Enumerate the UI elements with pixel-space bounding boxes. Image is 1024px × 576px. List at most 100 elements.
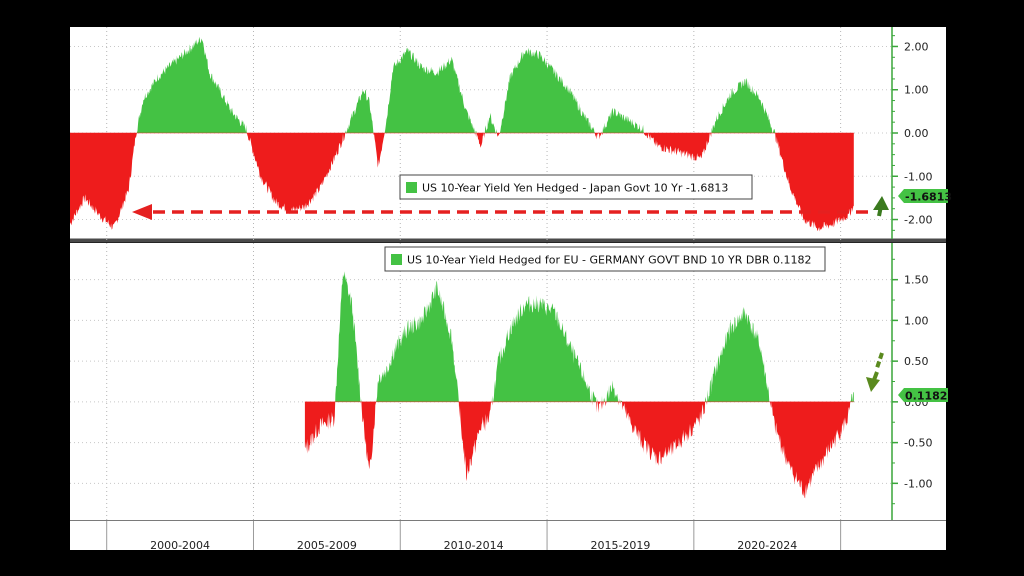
bottom-positive-area [850,400,851,402]
bottom-positive-area [705,396,707,402]
top-legend-box [399,174,753,200]
bottom-negative-area [602,401,603,410]
top-positive-area [475,130,477,133]
top-negative-area [474,133,476,136]
x-tick-label: 2010-2014 [444,539,504,552]
top-positive-area [711,78,773,133]
down-arrow-shaft [875,352,884,369]
y-tick-label: -1.00 [904,477,932,490]
top-negative-area [70,133,137,230]
bottom-positive-area [493,295,592,402]
bottom-positive-area [335,271,361,402]
bottom-last-value-badge: 0.1182 [898,388,948,403]
top-negative-area [710,133,712,137]
y-tick-label: 1.00 [904,84,929,97]
bottom-positive-area [591,390,593,402]
bottom-negative-area [600,401,602,410]
bottom-negative-area [769,401,771,408]
x-tick-label: 2020-2024 [737,539,797,552]
bottom-negative-area [597,401,601,413]
top-positive-area [772,128,776,133]
top-last-value-badge: -1.6813 [898,189,952,204]
bottom-negative-area [492,401,494,406]
area-layer [70,36,854,499]
bottom-positive-area [602,398,604,402]
y-tick-label: 1.00 [904,314,929,327]
top-legend-text: US 10-Year Yield Yen Hedged - Japan Govt… [422,182,728,195]
bottom-positive-area [360,399,362,402]
bottom-positive-area [850,393,853,402]
x-tick-label: 2000-2004 [150,539,210,552]
bottom-negative-area [706,401,708,405]
top-negative-area [643,133,649,139]
bottom-negative-area [596,401,598,413]
top-negative-area [775,133,854,232]
dashed-arrow-head [132,204,152,220]
bottom-positive-area [852,392,854,402]
up-arrow-head [873,196,889,210]
down-arrow-shaft-end [872,371,879,381]
bottom-positive-area [604,397,606,402]
bottom-negative-area [605,401,607,407]
top-positive-area [346,89,374,133]
bottom-negative-area [619,401,621,404]
bottom-legend: US 10-Year Yield Hedged for EU - GERMANY… [384,246,826,272]
top-up-arrow [873,196,889,217]
bottom-negative-area [603,401,605,406]
bottom-legend-text: US 10-Year Yield Hedged for EU - GERMANY… [407,254,812,267]
y-tick-label: 0.50 [904,355,929,368]
bottom-legend-swatch [391,254,402,265]
top-positive-area [136,36,247,134]
bottom-negative-area [771,401,851,499]
top-positive-area [601,131,602,133]
top-negative-area [476,133,484,148]
top-positive-area [345,130,347,133]
x-tick-label: 2015-2019 [590,539,650,552]
y-tick-label: 1.50 [904,274,929,287]
top-negative-area [594,133,602,140]
bottom-negative-area [304,401,336,454]
bottom-positive-area [592,391,597,402]
x-tick-label: 2005-2009 [297,539,357,552]
top-positive-area [499,47,595,134]
bottom-positive-area [606,380,619,402]
top-negative-area [648,133,710,162]
top-negative-area [496,133,500,137]
top-positive-area [384,47,475,133]
grid-layer [70,27,892,520]
bottom-positive-area [376,280,459,402]
top-negative-area [373,133,385,168]
axis-layer: 2000-2004 2005-2009 2010-2014 2015-2019 2020… [70,27,946,552]
top-dashed-arrow [132,204,868,220]
top-positive-area [602,107,644,133]
bottom-positive-area [601,395,603,402]
top-badge-shape [898,189,948,203]
y-tick-label: -1.00 [904,170,932,183]
top-positive-area [484,112,496,133]
bottom-badge-text: 0.1182 [905,390,947,403]
top-negative-area [484,133,485,139]
top-legend: US 10-Year Yield Yen Hedged - Japan Govt… [399,174,753,200]
x-axis-band [70,520,946,550]
bottom-positive-area [597,398,598,402]
bottom-positive-area [707,306,770,402]
bottom-legend-box [384,246,826,272]
y-tick-label: 0.00 [904,127,929,140]
top-positive-area [495,129,497,133]
bottom-negative-area [361,401,377,470]
down-arrow-head [866,377,880,392]
top-badge-text: -1.6813 [905,191,952,204]
bottom-positive-area [620,400,622,402]
bottom-negative-area [458,401,492,482]
bottom-negative-area [622,401,706,466]
bottom-positive-area [618,398,620,402]
top-legend-swatch [406,182,417,193]
bottom-badge-shape [898,388,948,402]
bottom-positive-area [491,395,493,402]
top-negative-area [601,133,603,135]
y-tick-label: -2.00 [904,214,932,227]
y-tick-label: 2.00 [904,40,929,53]
y-tick-label: -0.50 [904,437,932,450]
